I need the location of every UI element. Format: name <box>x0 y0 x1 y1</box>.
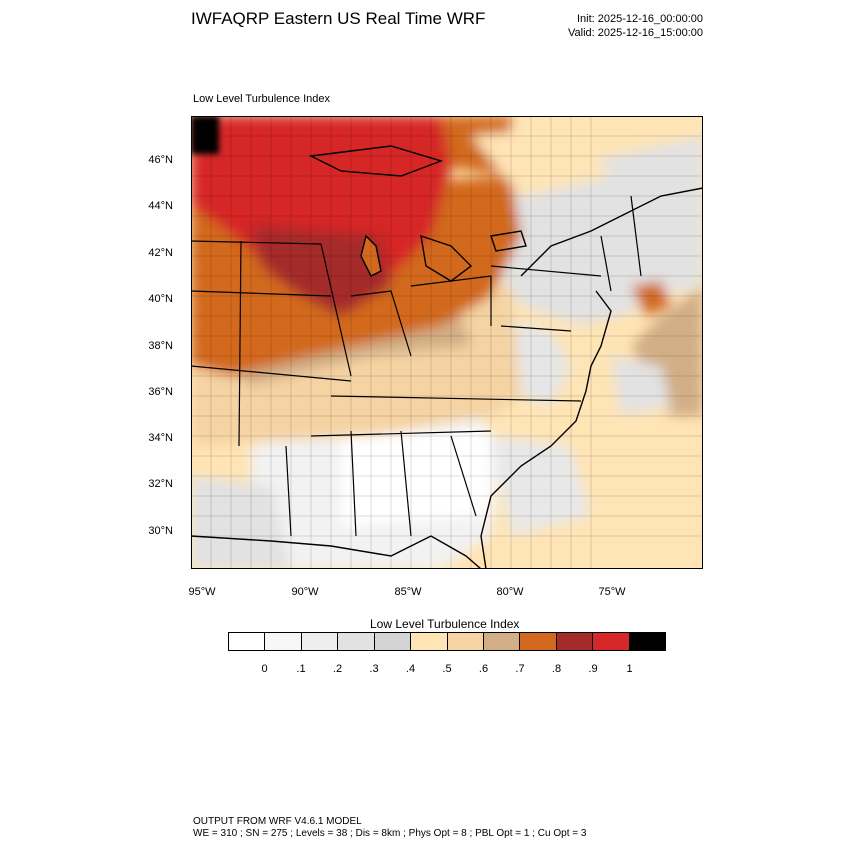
colorbar-label: .7 <box>515 663 525 675</box>
lat-label: 36°N <box>148 386 173 398</box>
valid-time: Valid: 2025-12-16_15:00:00 <box>568 27 703 39</box>
colorbar-swatch <box>629 633 666 650</box>
lon-label: 95°W <box>188 586 216 598</box>
colorbar-swatch <box>520 633 557 650</box>
colorbar-swatch <box>411 633 448 650</box>
chart-title: IWFAQRP Eastern US Real Time WRF <box>191 9 486 28</box>
colorbar-swatch <box>483 633 521 650</box>
lon-label: 90°W <box>291 586 319 598</box>
colorbar-label: .8 <box>551 663 562 675</box>
init-time: Init: 2025-12-16_00:00:00 <box>577 13 703 25</box>
lon-label: 80°W <box>496 586 524 598</box>
colorbar <box>228 632 666 651</box>
county-grid <box>191 116 703 569</box>
lon-label: 85°W <box>394 586 422 598</box>
colorbar-label: .4 <box>405 663 416 675</box>
map-frame <box>191 116 703 569</box>
model-info: OUTPUT FROM WRF V4.6.1 MODEL <box>193 816 362 827</box>
lat-label: 44°N <box>148 200 173 212</box>
plot-label: Low Level Turbulence Index <box>193 93 330 105</box>
colorbar-swatch <box>447 633 484 650</box>
colorbar-swatch <box>374 633 412 650</box>
colorbar-swatch <box>301 633 339 650</box>
lat-label: 38°N <box>148 340 173 352</box>
map-plot <box>191 116 703 569</box>
lat-label: 32°N <box>148 478 173 490</box>
state-borders <box>191 195 642 537</box>
lat-label: 40°N <box>148 293 173 305</box>
colorbar-label: .5 <box>442 663 452 675</box>
lon-label: 75°W <box>598 586 626 598</box>
colorbar-label: 0 <box>261 663 268 675</box>
colorbar-label: .6 <box>478 663 489 675</box>
colorbar-title: Low Level Turbulence Index <box>370 617 520 631</box>
colorbar-label: .2 <box>332 663 343 675</box>
colorbar-label: .9 <box>588 663 598 675</box>
colorbar-label: .1 <box>296 663 306 675</box>
lat-label: 46°N <box>148 154 173 166</box>
colorbar-label: .3 <box>369 663 379 675</box>
lat-label: 30°N <box>148 525 173 537</box>
colorbar-swatch <box>265 633 302 650</box>
colorbar-label: 1 <box>626 663 633 675</box>
lat-label: 34°N <box>148 432 173 444</box>
colorbar-swatch <box>338 633 375 650</box>
colorbar-swatch <box>556 633 594 650</box>
colorbar-swatch <box>593 633 630 650</box>
model-options: WE = 310 ; SN = 275 ; Levels = 38 ; Dis … <box>193 828 587 839</box>
lat-label: 42°N <box>148 247 173 259</box>
colorbar-swatch <box>229 633 266 650</box>
